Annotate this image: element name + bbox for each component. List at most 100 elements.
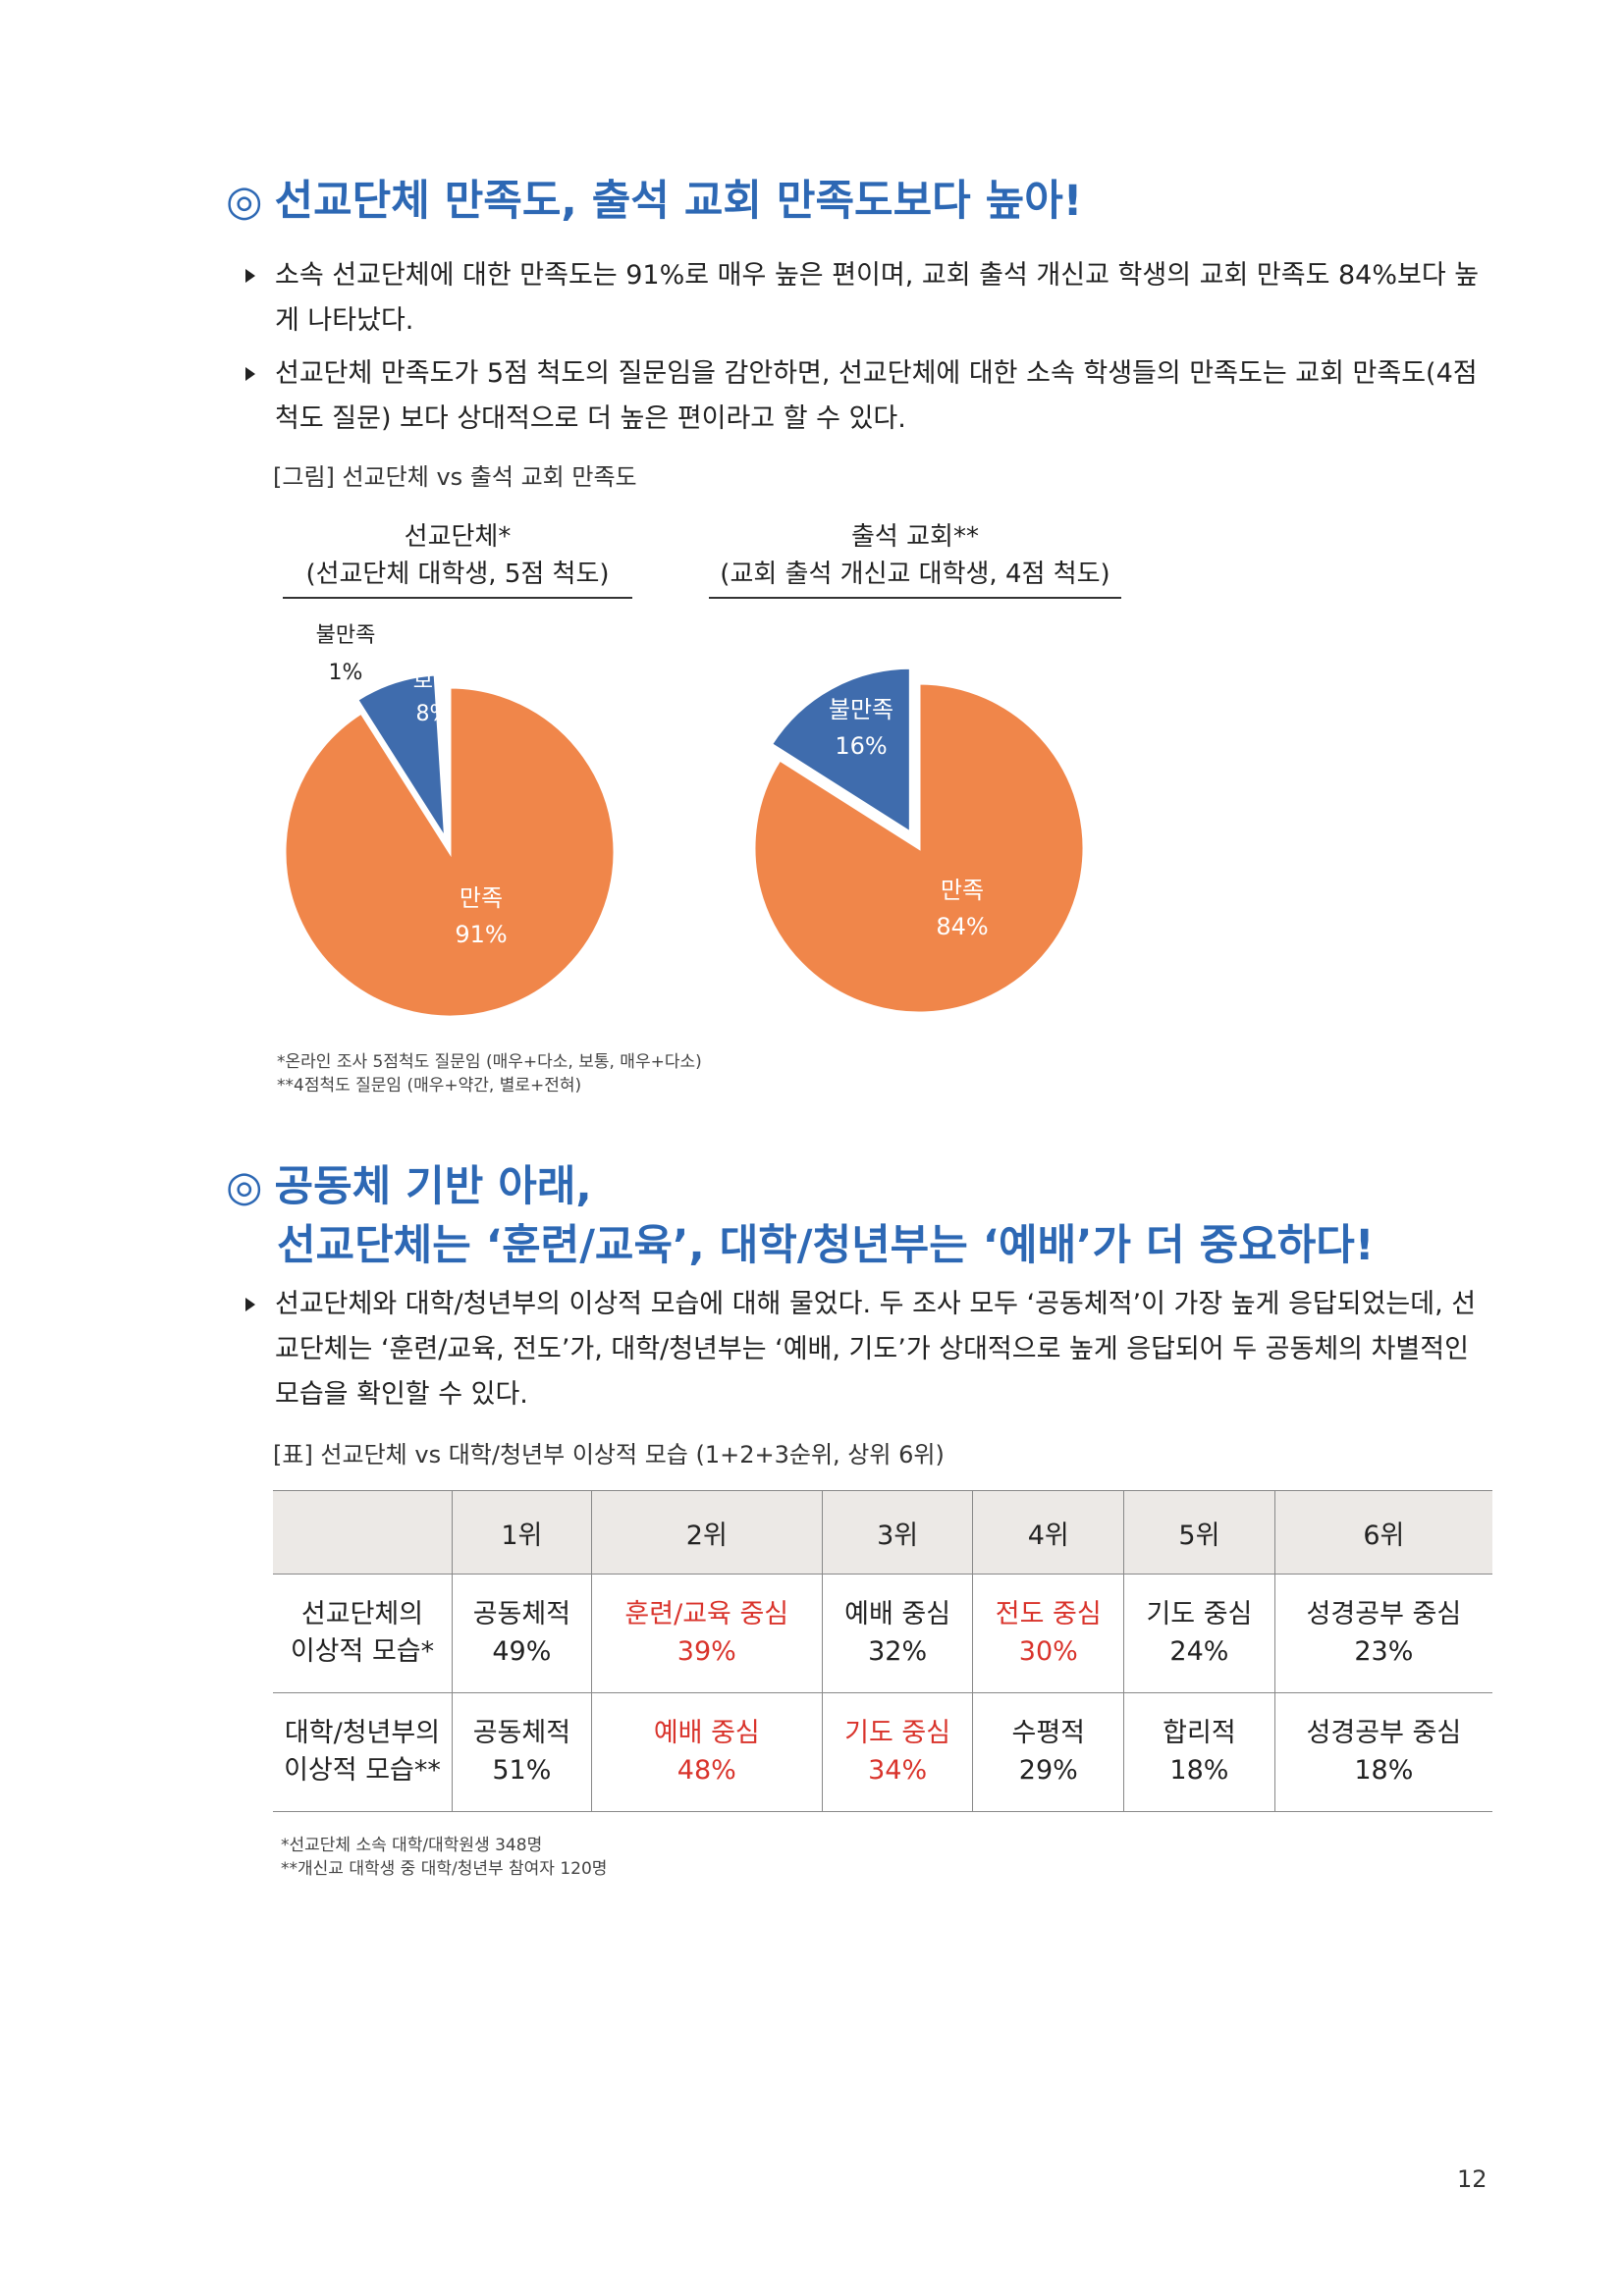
table-note-1: *선교단체 소속 대학/대학원생 348명 — [281, 1836, 543, 1855]
table-header-cell: 1위 — [452, 1490, 592, 1575]
bullet-triangle-icon — [245, 1298, 255, 1311]
section1-title: 선교단체 만족도, 출석 교회 만족도보다 높아! — [274, 177, 1083, 226]
row-label-line2: 이상적 모습** — [284, 1755, 441, 1786]
cell-percent: 29% — [1018, 1755, 1078, 1786]
bullet-text: 선교단체 만족도가 5점 척도의 질문임을 감안하면, 선교단체에 대한 소속 … — [275, 358, 1478, 434]
bullet-item: 선교단체와 대학/청년부의 이상적 모습에 대해 물었다. 두 조사 모두 ‘공… — [245, 1282, 1492, 1417]
row-label-line1: 대학/청년부의 — [284, 1718, 441, 1748]
page-number: 12 — [1457, 2165, 1488, 2193]
section2-bullets: 선교단체와 대학/청년부의 이상적 모습에 대해 물었다. 두 조사 모두 ‘공… — [245, 1282, 1492, 1425]
cell-percent: 49% — [492, 1636, 552, 1667]
section1-heading: ◎ 선교단체 만족도, 출석 교회 만족도보다 높아! — [226, 169, 1082, 234]
pie-label-value: 84% — [936, 913, 988, 940]
section2-heading: ◎ 공동체 기반 아래, — [226, 1154, 592, 1219]
cell-name: 훈련/교육 중심 — [624, 1599, 789, 1629]
table-note-2: **개신교 대학생 중 대학/청년부 참여자 120명 — [281, 1859, 608, 1879]
cell-name: 성경공부 중심 — [1306, 1599, 1462, 1629]
section2-title-line2: 선교단체는 ‘훈련/교육’, 대학/청년부는 ‘예배’가 더 중요하다! — [277, 1221, 1375, 1270]
left-pie-title-line1: 선교단체* — [404, 522, 512, 552]
cell-name: 기도 중심 — [1146, 1599, 1253, 1629]
pie-slice-만족 — [752, 681, 1086, 1015]
cell-name: 공동체적 — [472, 1718, 571, 1748]
table-header-row: 1위 2위 3위 4위 5위 6위 — [273, 1490, 1492, 1575]
right-pie-title: 출석 교회** (교회 출석 개신교 대학생, 4점 척도) — [709, 518, 1121, 599]
table-cell: 공동체적 51% — [452, 1692, 592, 1812]
cell-percent: 18% — [1169, 1755, 1229, 1786]
cell-name: 기도 중심 — [844, 1718, 951, 1748]
cell-percent: 39% — [676, 1636, 736, 1667]
bullet-triangle-icon — [245, 367, 255, 381]
table-header-cell — [273, 1490, 453, 1575]
cell-percent: 24% — [1169, 1636, 1229, 1667]
table-cell-highlight: 전도 중심 30% — [972, 1574, 1124, 1693]
pie-label-value: 91% — [455, 921, 507, 948]
circle-mark-icon: ◎ — [226, 177, 263, 226]
cell-name: 수평적 — [1011, 1718, 1086, 1748]
cell-name: 예배 중심 — [653, 1718, 760, 1748]
table-caption: [표] 선교단체 vs 대학/청년부 이상적 모습 (1+2+3순위, 상위 6… — [273, 1441, 945, 1468]
cell-percent: 51% — [492, 1755, 552, 1786]
table-cell-highlight: 예배 중심 48% — [590, 1692, 823, 1812]
pie-label-value: 8% — [416, 702, 451, 726]
cell-percent: 34% — [868, 1755, 928, 1786]
table-row: 선교단체의 이상적 모습* 공동체적 49% 훈련/교육 중심 39% 예배 중심 3… — [273, 1574, 1492, 1693]
pie-note-2: **4점척도 질문임 (매우+약간, 별로+전혀) — [277, 1076, 582, 1095]
table-header-cell: 6위 — [1273, 1490, 1492, 1575]
pie-label-name: 불만족 — [316, 623, 376, 648]
table-cell: 성경공부 중심 23% — [1273, 1574, 1492, 1693]
pie-label-name: 보통 — [413, 669, 453, 694]
row-label: 대학/청년부의 이상적 모습** — [273, 1692, 453, 1812]
right-pie-title-line1: 출석 교회** — [851, 522, 979, 552]
cell-name: 공동체적 — [472, 1599, 571, 1629]
cell-percent: 48% — [676, 1755, 736, 1786]
table-cell-highlight: 훈련/교육 중심 39% — [590, 1574, 823, 1693]
row-label-line1: 선교단체의 — [300, 1599, 424, 1629]
table-cell: 예배 중심 32% — [821, 1574, 973, 1693]
pie-slice-불만족 — [437, 671, 452, 839]
table-header-cell: 5위 — [1123, 1490, 1275, 1575]
bullet-text: 소속 선교단체에 대한 만족도는 91%로 매우 높은 편이며, 교회 출석 개… — [275, 260, 1480, 336]
bullet-text: 선교단체와 대학/청년부의 이상적 모습에 대해 물었다. 두 조사 모두 ‘공… — [275, 1289, 1477, 1410]
section2-heading-line2: 선교단체는 ‘훈련/교육’, 대학/청년부는 ‘예배’가 더 중요하다! — [277, 1213, 1374, 1278]
right-pie-title-line2: (교회 출석 개신교 대학생, 4점 척도) — [720, 560, 1110, 589]
left-pie-title-line2: (선교단체 대학생, 5점 척도) — [305, 560, 610, 589]
bullet-item: 선교단체 만족도가 5점 척도의 질문임을 감안하면, 선교단체에 대한 소속 … — [245, 351, 1492, 442]
cell-percent: 18% — [1354, 1755, 1414, 1786]
right-pie-chart: 만족 84% 불만족 16% — [752, 666, 1086, 1015]
table-header-cell: 3위 — [821, 1490, 973, 1575]
pie-slice-만족 — [283, 685, 617, 1019]
cell-percent: 23% — [1354, 1636, 1414, 1667]
cell-percent: 32% — [868, 1636, 928, 1667]
table-cell-highlight: 기도 중심 34% — [821, 1692, 973, 1812]
pie-slice-불만족 — [769, 666, 912, 835]
row-label: 선교단체의 이상적 모습* — [273, 1574, 453, 1693]
pie-label-value: 16% — [835, 732, 887, 760]
section2-title-line1: 공동체 기반 아래, — [274, 1162, 592, 1211]
pie-label-value: 1% — [329, 661, 363, 685]
ideal-image-table: 1위 2위 3위 4위 5위 6위 선교단체의 이상적 모습* 공동체적 49% … — [273, 1490, 1492, 1812]
bullet-item: 소속 선교단체에 대한 만족도는 91%로 매우 높은 편이며, 교회 출석 개… — [245, 253, 1492, 344]
pie-note-1: *온라인 조사 5점척도 질문임 (매우+다소, 보통, 매우+다소) — [277, 1052, 702, 1072]
table-header-cell: 4위 — [972, 1490, 1124, 1575]
row-label-line2: 이상적 모습* — [290, 1636, 435, 1667]
circle-mark-icon: ◎ — [226, 1162, 263, 1211]
left-pie-title: 선교단체* (선교단체 대학생, 5점 척도) — [283, 518, 632, 599]
figure-caption: [그림] 선교단체 vs 출석 교회 만족도 — [273, 463, 637, 491]
satisfaction-pie-charts: 만족 91% 보통 8% 불만족 1% 만족 84% 불만족 16% — [283, 623, 1086, 1019]
pie-label-name: 만족 — [941, 877, 984, 904]
table-cell: 합리적 18% — [1123, 1692, 1275, 1812]
table-row: 대학/청년부의 이상적 모습** 공동체적 51% 예배 중심 48% 기도 중심 3… — [273, 1692, 1492, 1812]
table-cell: 성경공부 중심 18% — [1273, 1692, 1492, 1812]
cell-name: 전도 중심 — [995, 1599, 1102, 1629]
table-cell: 공동체적 49% — [452, 1574, 592, 1693]
pie-slice-보통 — [354, 672, 448, 840]
cell-percent: 30% — [1018, 1636, 1078, 1667]
pie-label-name: 만족 — [460, 884, 503, 912]
cell-name: 합리적 — [1163, 1718, 1236, 1748]
section1-bullets: 소속 선교단체에 대한 만족도는 91%로 매우 높은 편이며, 교회 출석 개… — [245, 253, 1492, 450]
table-header-cell: 2위 — [590, 1490, 823, 1575]
pie-label-name: 불만족 — [829, 696, 893, 723]
table-cell: 기도 중심 24% — [1123, 1574, 1275, 1693]
left-pie-chart: 만족 91% 보통 8% 불만족 1% — [283, 623, 617, 1019]
cell-name: 예배 중심 — [844, 1599, 951, 1629]
